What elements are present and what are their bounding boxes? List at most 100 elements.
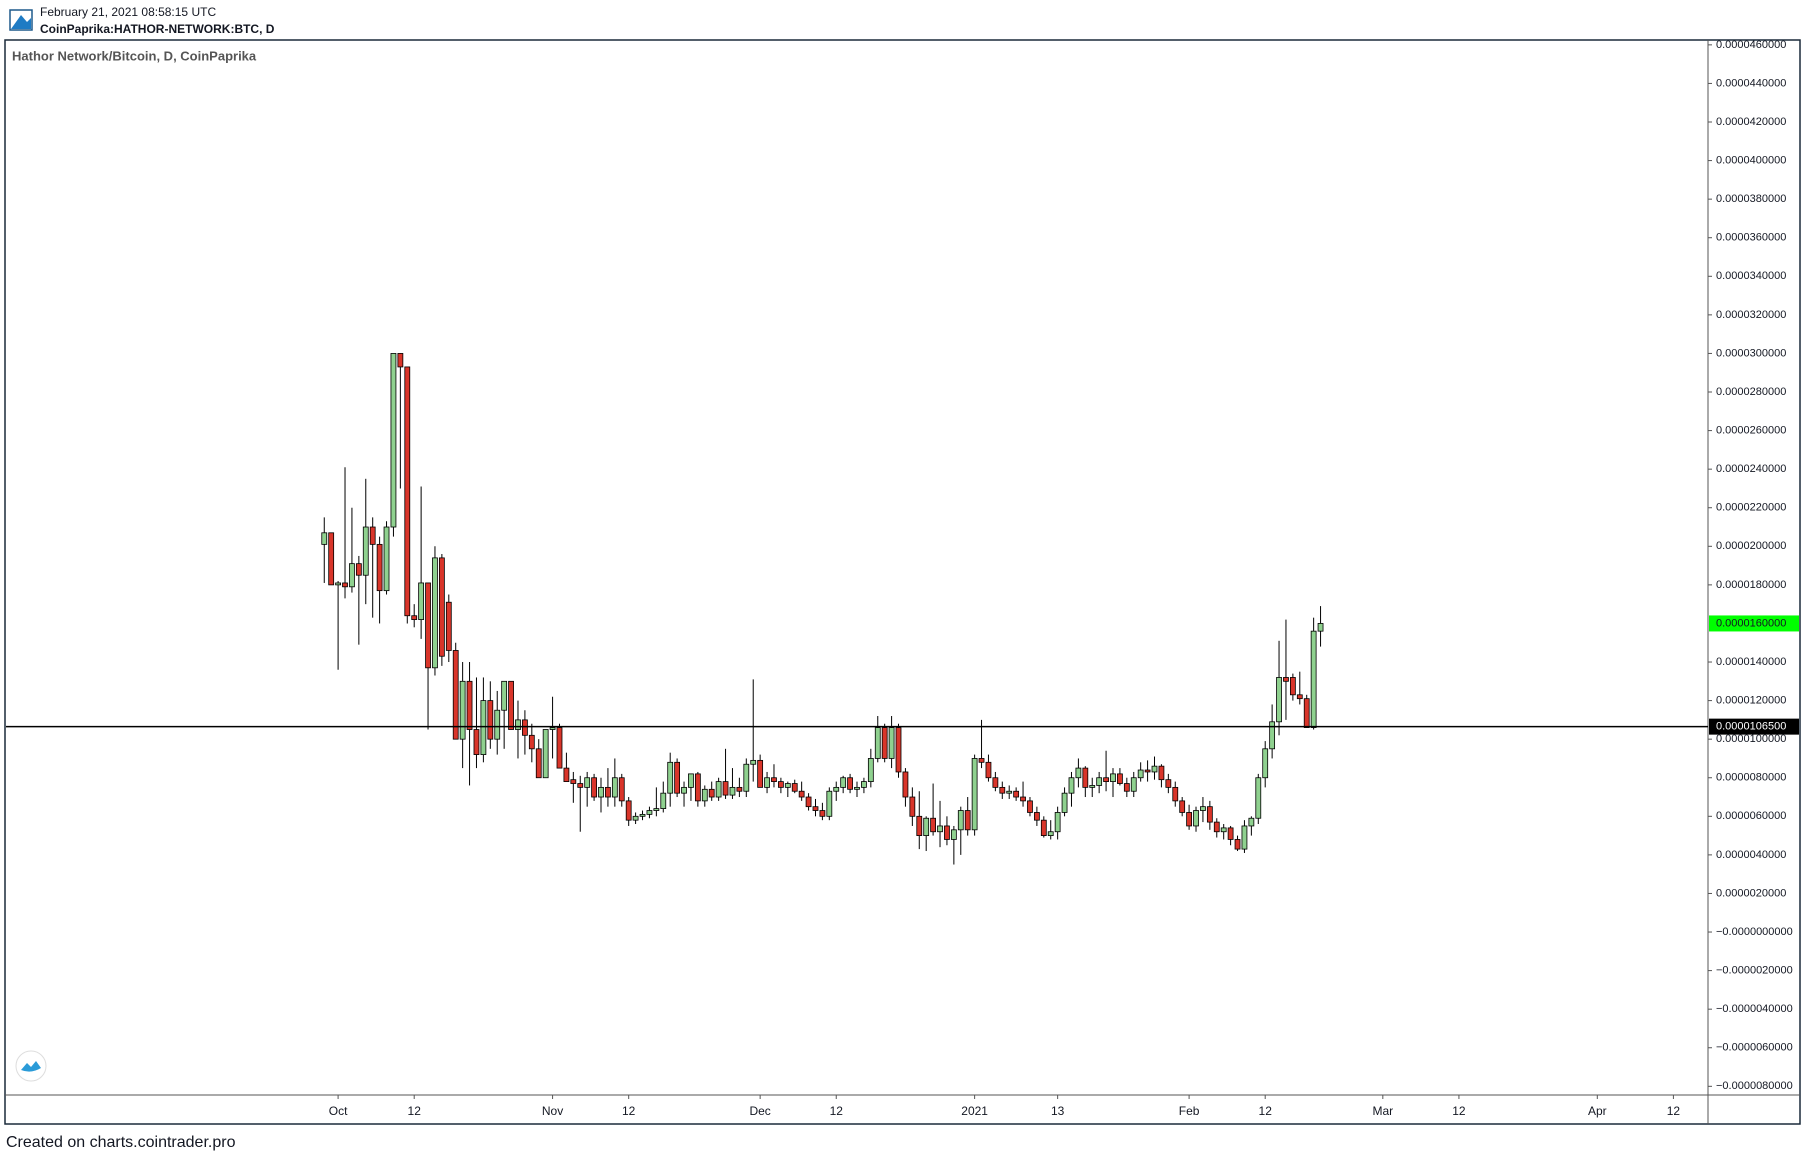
brand-logo[interactable] (15, 1050, 47, 1082)
header-symbol: CoinPaprika:HATHOR-NETWORK:BTC, D (40, 22, 275, 36)
x-tick-label: 12 (830, 1104, 844, 1118)
candle-body (1200, 806, 1206, 811)
candle-body (715, 781, 722, 798)
y-tick-label: 0.0000380000 (1716, 193, 1786, 205)
candle-body (771, 777, 777, 782)
candle-body (577, 783, 584, 788)
candle-body (362, 526, 369, 576)
candle-body (1165, 779, 1172, 788)
candle-body (369, 526, 376, 545)
candle-body (819, 810, 826, 817)
candle-body (1013, 790, 1020, 798)
candle-body (390, 353, 397, 528)
candle-body (1262, 748, 1269, 779)
candle-body (1047, 831, 1054, 836)
candle-body (425, 582, 431, 669)
x-tick-label: 12 (408, 1104, 422, 1118)
y-tick-label: 0.0000020000 (1716, 887, 1786, 899)
candle-body (1096, 777, 1103, 786)
candle-body (1110, 773, 1116, 782)
header-timestamp: February 21, 2021 08:58:15 UTC (40, 5, 216, 19)
candle-body (1020, 796, 1026, 802)
candle-body (487, 700, 494, 740)
candle-body (1075, 767, 1082, 779)
candle-body (888, 727, 895, 759)
x-tick-label: 13 (1051, 1104, 1065, 1118)
candle-body (1137, 769, 1144, 779)
candle-body (618, 777, 625, 802)
candle-body (895, 727, 902, 773)
candle-body (646, 810, 653, 815)
candle-body (1172, 786, 1179, 802)
x-tick-label: Apr (1588, 1104, 1607, 1118)
candle-body (964, 810, 971, 831)
y-tick-label: 0.0000080000 (1716, 772, 1786, 784)
candle-body (840, 777, 847, 788)
candle-body (971, 758, 978, 831)
hline-badge (1709, 718, 1799, 735)
candle-body (611, 777, 618, 798)
candle-body (632, 815, 639, 821)
x-tick-label: Dec (749, 1104, 770, 1118)
candle-body (570, 779, 577, 784)
y-tick-label: −0.0000060000 (1716, 1042, 1793, 1054)
candle-body (764, 777, 770, 788)
candle-body (978, 758, 985, 763)
y-tick-label: 0.0000100000 (1716, 733, 1786, 745)
candle-body (1255, 777, 1262, 819)
candle-body (681, 786, 687, 794)
candle-body (1006, 790, 1013, 794)
candle-body (1269, 721, 1276, 750)
candle-body (535, 748, 542, 779)
chart-frame (4, 39, 1801, 1125)
candle-body (729, 786, 736, 796)
candle-body (480, 700, 487, 755)
candle-body (1303, 698, 1310, 728)
hline-label: 0.0000106500 (1716, 721, 1786, 733)
candle-body (688, 773, 694, 788)
candle-body (445, 601, 452, 651)
candle-body (515, 719, 521, 730)
candle-body (847, 777, 853, 790)
candle-body (335, 582, 341, 586)
candle-body (411, 615, 418, 620)
candle-body (1117, 773, 1123, 784)
candle-body (833, 786, 840, 792)
candle-body (556, 727, 563, 769)
candle-body (1186, 812, 1192, 827)
candle-body (701, 788, 708, 802)
candle-body (1054, 812, 1061, 833)
candle-body (957, 810, 964, 831)
candle-body (508, 680, 514, 730)
candle-body (1220, 827, 1227, 833)
candle-body (750, 759, 757, 765)
candle-body (694, 773, 701, 802)
candle-body (667, 761, 674, 794)
candle-body (1103, 777, 1109, 782)
candle-body (798, 790, 805, 798)
candle-body (1227, 827, 1234, 840)
x-tick-label: 12 (622, 1104, 636, 1118)
candle-body (937, 825, 943, 833)
candle-body (1151, 765, 1158, 773)
footer-credit: Created on charts.cointrader.pro (6, 1134, 236, 1151)
candle-body (328, 532, 335, 586)
candle-body (653, 808, 660, 811)
candle-body (1130, 777, 1137, 792)
candle-body (466, 680, 473, 730)
candle-body (1027, 800, 1033, 813)
candle-body (494, 709, 501, 740)
chart-title: Hathor Network/Bitcoin, D, CoinPaprika (12, 48, 257, 63)
candle-body (1234, 839, 1241, 850)
candle-body (1123, 783, 1130, 792)
y-tick-label: −0.0000040000 (1716, 1003, 1793, 1015)
candle-body (549, 727, 556, 730)
candle-body (432, 557, 438, 669)
candle-body (1283, 677, 1289, 682)
candle-body (452, 650, 459, 740)
y-tick-label: −0.0000000000 (1716, 926, 1793, 938)
candle-body (342, 582, 348, 588)
candle-body (992, 777, 999, 788)
candle-body (861, 781, 867, 788)
